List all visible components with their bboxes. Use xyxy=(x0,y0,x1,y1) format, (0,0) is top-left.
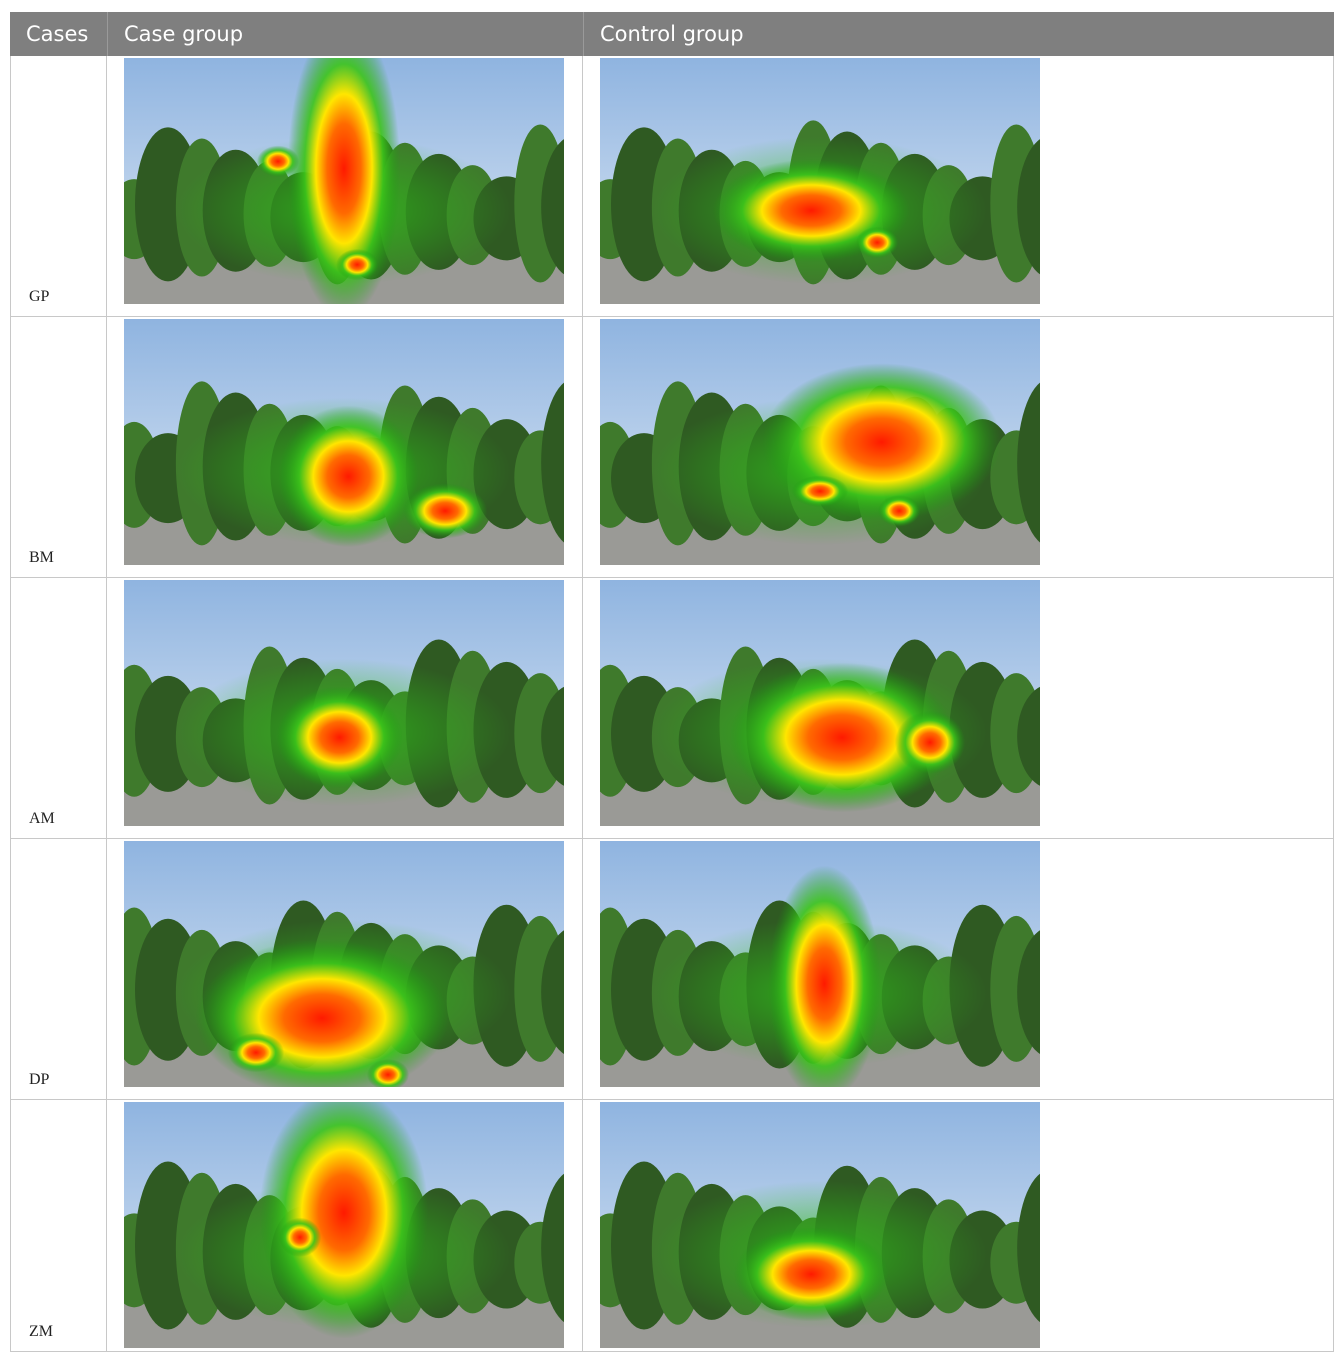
tree xyxy=(1017,382,1040,543)
heat-spot xyxy=(276,686,403,789)
image-cell xyxy=(107,56,583,317)
image-cell xyxy=(583,56,1334,317)
image-cell xyxy=(107,1100,583,1352)
heatmap-image xyxy=(124,1102,564,1348)
heat-spot xyxy=(733,1226,889,1322)
heat-spot xyxy=(278,1217,322,1257)
heatmap-image xyxy=(600,319,1040,565)
heatmap-image xyxy=(124,841,564,1087)
heat-spot xyxy=(366,1058,410,1087)
tree xyxy=(1017,930,1040,1054)
heatmap-image xyxy=(124,580,564,826)
tree xyxy=(1017,1173,1040,1323)
tree xyxy=(1017,686,1040,786)
heat-spot xyxy=(729,662,955,813)
image-cell xyxy=(107,317,583,578)
row-label-cell: DP xyxy=(10,839,107,1100)
heat-spot xyxy=(878,495,921,527)
image-cell xyxy=(583,317,1334,578)
header-cell: Case group xyxy=(107,12,583,56)
heat-spot xyxy=(791,475,849,507)
header-cell: Cases xyxy=(10,12,107,56)
row-label-cell: GP xyxy=(10,56,107,317)
heatmap-image xyxy=(124,319,564,565)
tree xyxy=(541,139,564,275)
image-cell xyxy=(583,839,1334,1100)
image-cell xyxy=(107,578,583,839)
heatmap-image xyxy=(600,1102,1040,1348)
heat-spot xyxy=(894,710,966,774)
heat-spot xyxy=(336,248,379,281)
row-label: AM xyxy=(29,810,55,827)
tree xyxy=(541,382,564,543)
heatmap-image xyxy=(600,580,1040,826)
heat-spot xyxy=(768,865,881,1087)
row-label-cell: AM xyxy=(10,578,107,839)
heat-spot xyxy=(402,483,488,539)
image-cell xyxy=(583,578,1334,839)
heat-spot xyxy=(259,1102,429,1339)
image-cell xyxy=(583,1100,1334,1352)
row-label-cell: BM xyxy=(10,317,107,578)
heat-spot xyxy=(227,1032,285,1073)
row-label: DP xyxy=(29,1071,50,1088)
heat-spot xyxy=(287,58,401,304)
tree xyxy=(541,930,564,1054)
row-label: BM xyxy=(29,549,54,566)
heat-spot xyxy=(278,405,419,548)
heatmap-image xyxy=(124,58,564,304)
row-label: GP xyxy=(29,288,50,305)
heatmap-image xyxy=(600,58,1040,304)
header-cell: Control group xyxy=(583,12,1334,56)
heat-spot xyxy=(256,145,300,178)
tree xyxy=(1017,139,1040,275)
tree xyxy=(541,686,564,786)
tree xyxy=(541,1173,564,1323)
image-cell xyxy=(107,839,583,1100)
row-label: ZM xyxy=(29,1323,53,1340)
row-label-cell: ZM xyxy=(10,1100,107,1352)
heatmap-image xyxy=(600,841,1040,1087)
heat-spot xyxy=(856,226,899,259)
